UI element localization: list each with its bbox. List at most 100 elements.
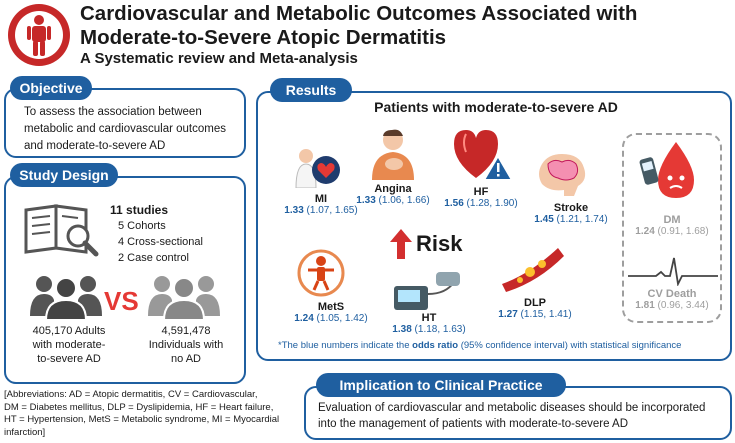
odds-ratio: 1.24 (635, 226, 655, 237)
outcome-label: MI (314, 193, 328, 205)
implication-text-line: into the management of patients with mod… (318, 418, 629, 430)
objective-text-line: To assess the association between (24, 106, 202, 118)
outcome-label: HF (473, 186, 489, 198)
study-counts: 11 studies 5 Cohorts 4 Cross-sectional 2… (110, 202, 203, 266)
confidence-interval: (0.91, 1.68) (657, 226, 709, 237)
outcome-dm: DM 1.24 (0.91, 1.68) (616, 214, 728, 237)
outcome-label: DLP (524, 297, 546, 309)
footnote-part: *The blue numbers indicate the (278, 340, 413, 351)
odds-ratio: 1.33 (284, 205, 304, 216)
results-footnote: *The blue numbers indicate the odds rati… (278, 340, 681, 351)
caption-line: 405,170 Adults (32, 325, 106, 337)
confidence-interval: (1.07, 1.65) (306, 205, 358, 216)
outcome-value: 1.45 (1.21, 1.74) (516, 214, 626, 225)
outcome-dlp: DLP 1.27 (1.15, 1.41) (480, 297, 590, 320)
outcome-angina: Angina 1.33 (1.06, 1.66) (338, 183, 448, 206)
outcome-label: Stroke (553, 202, 589, 214)
odds-ratio: 1.24 (294, 313, 314, 324)
blood-pressure-monitor-icon (394, 272, 460, 310)
odds-ratio: 1.33 (356, 195, 376, 206)
diabetes-blood-drop-icon (639, 142, 694, 198)
outcome-value: 1.81 (0.96, 3.44) (616, 300, 728, 311)
title-line-2: Moderate-to-Severe Atopic Dermatitis (80, 26, 447, 49)
outcome-label: HT (421, 312, 437, 324)
outcome-ht: HT 1.38 (1.18, 1.63) (374, 312, 484, 335)
risk-label: Risk (416, 231, 463, 256)
caption-line: 4,591,478 (161, 325, 211, 337)
odds-ratio: 1.56 (444, 198, 464, 209)
confidence-interval: (1.15, 1.41) (520, 309, 572, 320)
increased-risk-indicator: Risk (390, 229, 462, 259)
implication-label: Implication to Clinical Practice (316, 373, 566, 397)
objective-text-line: metabolic and cardiovascular outcomes (24, 123, 226, 135)
outcome-label: MetS (317, 301, 345, 313)
control-group-icon (148, 276, 220, 320)
results-title: Patients with moderate-to-severe AD (374, 99, 618, 115)
angina-icon (372, 129, 414, 180)
abbreviation-line: [Abbreviations: AD = Atopic dermatitis, … (4, 389, 258, 400)
outcome-cv-death: CV Death 1.81 (0.96, 3.44) (616, 288, 728, 311)
ad-group-caption: 405,170 Adults with moderate- to-severe … (14, 324, 124, 366)
outcome-value: 1.33 (1.07, 1.65) (266, 205, 376, 216)
confidence-interval: (0.96, 3.44) (657, 300, 709, 311)
dyslipidemia-vessel-icon (502, 248, 564, 292)
footnote-bold: odds ratio (412, 340, 459, 351)
outcome-mi: MI 1.33 (1.07, 1.65) (266, 193, 376, 216)
outcome-mets: MetS 1.24 (1.05, 1.42) (276, 301, 386, 324)
caption-line: with moderate- (32, 339, 106, 351)
non-significant-box (622, 133, 722, 323)
footnote-part: (95% confidence interval) with statistic… (458, 340, 682, 351)
outcome-value: 1.33 (1.06, 1.66) (338, 195, 448, 206)
objective-text: To assess the association between metabo… (24, 104, 226, 155)
abbreviation-line: HT = Hypertension, MetS = Metabolic synd… (4, 414, 280, 425)
ad-group-icon (30, 276, 102, 320)
abbreviation-line: infarction] (4, 426, 46, 438)
confidence-interval: (1.18, 1.63) (414, 324, 466, 335)
ecg-line-icon (628, 257, 718, 286)
confidence-interval: (1.28, 1.90) (466, 198, 518, 209)
title-line-1: Cardiovascular and Metabolic Outcomes As… (80, 2, 638, 25)
book-magnifier-icon (24, 204, 99, 257)
up-arrow-icon (390, 229, 412, 259)
caption-line: Individuals with (148, 339, 224, 351)
outcome-value: 1.27 (1.15, 1.41) (480, 309, 590, 320)
outcome-stroke: Stroke 1.45 (1.21, 1.74) (516, 202, 626, 225)
outcome-label: Angina (374, 183, 412, 195)
objective-label: Objective (10, 76, 92, 100)
objective-text-line: and moderate-to-severe AD (24, 140, 166, 152)
outcome-label: CV Death (647, 288, 697, 300)
outcome-value: 1.24 (1.05, 1.42) (276, 313, 386, 324)
odds-ratio: 1.38 (392, 324, 412, 335)
page-subtitle: A Systematic review and Meta-analysis (80, 50, 358, 67)
abbreviation-line: DM = Diabetes mellitus, DLP = Dyslipidem… (4, 401, 274, 413)
metabolic-syndrome-icon (297, 249, 345, 297)
studies-case-control: 2 Case control (118, 252, 189, 264)
stroke-brain-icon (539, 154, 586, 196)
confidence-interval: (1.21, 1.74) (556, 214, 608, 225)
studies-total: 11 studies (110, 203, 169, 217)
control-group-caption: 4,591,478 Individuals with no AD (134, 324, 238, 366)
confidence-interval: (1.06, 1.66) (378, 195, 430, 206)
odds-ratio: 1.81 (635, 300, 655, 311)
odds-ratio: 1.45 (534, 214, 554, 225)
page-title: Cardiovascular and Metabolic Outcomes As… (80, 2, 637, 50)
studies-cross-sectional: 4 Cross-sectional (118, 236, 203, 248)
outcome-value: 1.38 (1.18, 1.63) (374, 324, 484, 335)
caption-line: to-severe AD (37, 353, 101, 365)
confidence-interval: (1.05, 1.42) (316, 313, 368, 324)
studies-cohorts: 5 Cohorts (118, 220, 166, 232)
outcome-value: 1.56 (1.28, 1.90) (426, 198, 536, 209)
outcome-hf: HF 1.56 (1.28, 1.90) (426, 186, 536, 209)
caption-line: no AD (171, 353, 201, 365)
implication-text: Evaluation of cardiovascular and metabol… (318, 400, 705, 432)
mi-heart-attack-icon (295, 149, 340, 188)
odds-ratio: 1.27 (498, 309, 518, 320)
abbreviations: [Abbreviations: AD = Atopic dermatitis, … (4, 389, 309, 439)
outcome-label: DM (663, 214, 681, 226)
implication-text-line: Evaluation of cardiovascular and metabol… (318, 402, 706, 414)
study-design-label: Study Design (10, 163, 118, 187)
person-logo-icon (8, 4, 70, 66)
versus-label: VS (104, 286, 139, 316)
heart-failure-icon (454, 130, 514, 181)
outcome-value: 1.24 (0.91, 1.68) (616, 226, 728, 237)
